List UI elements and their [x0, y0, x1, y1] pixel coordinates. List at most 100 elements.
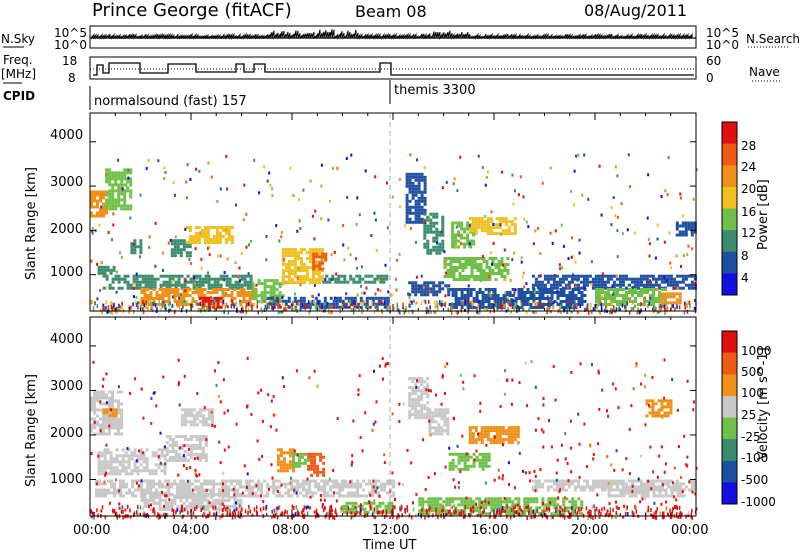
- noise-cell: [386, 181, 388, 185]
- noise-cell: [305, 304, 308, 308]
- data-cell: [454, 233, 458, 237]
- data-cell: [389, 494, 393, 498]
- data-cell: [651, 402, 655, 406]
- ground-cell: [655, 306, 657, 311]
- data-cell: [257, 479, 261, 483]
- data-cell: [130, 472, 134, 476]
- data-cell: [293, 491, 297, 495]
- data-cell: [484, 506, 488, 510]
- ground-cell: [293, 304, 296, 309]
- data-cell: [171, 441, 175, 444]
- data-cell: [168, 283, 172, 287]
- data-cell: [111, 426, 114, 430]
- data-cell: [414, 401, 418, 405]
- noise-cell: [238, 266, 241, 270]
- data-cell: [546, 280, 550, 284]
- data-cell: [195, 435, 199, 438]
- data-cell: [552, 488, 556, 492]
- data-cell: [497, 266, 501, 269]
- data-cell: [314, 260, 318, 264]
- noise-cell: [428, 290, 431, 294]
- data-cell: [313, 467, 317, 471]
- data-cell: [167, 297, 171, 300]
- data-cell: [147, 274, 151, 278]
- data-cell: [485, 263, 489, 266]
- data-cell: [504, 429, 508, 433]
- data-cell: [483, 429, 487, 433]
- data-cell: [117, 390, 120, 394]
- data-cell: [421, 500, 425, 504]
- noise-cell: [217, 394, 220, 398]
- data-cell: [471, 226, 475, 230]
- data-cell: [649, 288, 652, 291]
- ground-cell: [163, 305, 166, 310]
- data-cell: [312, 252, 316, 256]
- noise-cell: [283, 258, 285, 261]
- data-cell: [480, 223, 484, 227]
- data-cell: [507, 441, 511, 445]
- data-cell: [368, 479, 372, 483]
- data-cell: [167, 291, 171, 294]
- noise-cell: [133, 295, 135, 299]
- data-cell: [335, 299, 339, 303]
- noise-cell: [422, 285, 425, 289]
- data-cell: [143, 498, 147, 502]
- data-cell: [428, 414, 432, 418]
- data-cell: [429, 227, 433, 231]
- data-cell: [295, 461, 298, 465]
- data-cell: [511, 509, 515, 513]
- ground-cell: [439, 299, 441, 304]
- ground-cell: [427, 309, 430, 314]
- data-cell: [389, 488, 393, 492]
- noise-cell: [559, 267, 562, 271]
- data-cell: [97, 268, 101, 272]
- data-cell: [420, 220, 424, 224]
- data-cell: [121, 457, 125, 461]
- data-cell: [149, 498, 153, 502]
- data-cell: [108, 207, 112, 211]
- data-cell: [534, 280, 538, 284]
- ground-cell: [285, 307, 288, 312]
- data-cell: [585, 485, 589, 489]
- ground-cell: [90, 300, 92, 305]
- data-cell: [194, 226, 198, 229]
- data-cell: [189, 280, 193, 284]
- data-cell: [276, 457, 280, 461]
- data-cell: [636, 286, 640, 290]
- data-cell: [321, 267, 325, 271]
- data-cell: [332, 479, 336, 483]
- data-cell: [263, 479, 267, 483]
- data-cell: [487, 300, 491, 303]
- data-cell: [165, 459, 169, 462]
- ground-cell: [307, 300, 310, 304]
- data-cell: [669, 488, 673, 492]
- data-cell: [225, 280, 229, 284]
- ground-cell: [574, 300, 576, 305]
- nsky-line: [91, 29, 693, 40]
- data-cell: [660, 295, 664, 299]
- data-cell: [446, 429, 450, 433]
- data-cell: [501, 426, 505, 430]
- data-cell: [571, 294, 575, 297]
- data-cell: [423, 227, 427, 231]
- data-cell: [320, 263, 324, 267]
- noise-cell: [459, 155, 462, 159]
- data-cell: [621, 283, 625, 287]
- data-cell: [136, 472, 140, 476]
- data-cell: [168, 277, 172, 281]
- noise-cell: [112, 212, 115, 216]
- data-cell: [510, 435, 514, 439]
- data-cell: [520, 303, 524, 306]
- data-cell: [101, 488, 104, 492]
- cpid-label: CPID: [3, 89, 36, 103]
- data-cell: [601, 291, 604, 294]
- data-cell: [556, 294, 560, 297]
- noise-cell: [358, 213, 361, 217]
- data-cell: [408, 395, 412, 399]
- data-cell: [488, 266, 492, 269]
- noise-cell: [570, 310, 573, 314]
- data-cell: [380, 302, 384, 306]
- data-cell: [176, 492, 180, 496]
- data-cell: [562, 500, 566, 504]
- noise-cell: [423, 299, 426, 303]
